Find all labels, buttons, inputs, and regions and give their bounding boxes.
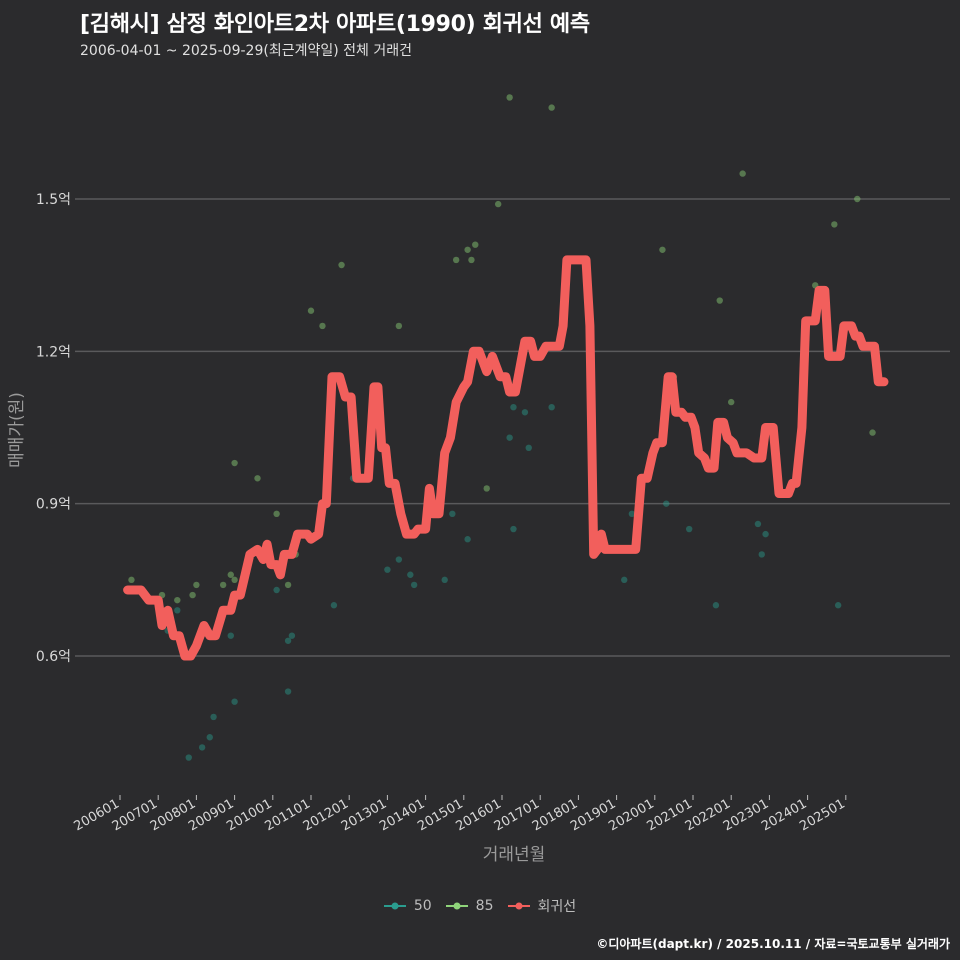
data-point-85 <box>338 261 345 269</box>
y-axis-title: 매매가(원) <box>7 392 27 468</box>
legend-swatch-85 <box>445 902 468 910</box>
data-point-50 <box>441 576 448 584</box>
data-point-85 <box>659 246 666 253</box>
data-point-85 <box>548 104 555 111</box>
data-point-50 <box>834 602 842 609</box>
data-point-85 <box>452 256 460 264</box>
regression-line <box>123 255 889 661</box>
data-point-85 <box>231 459 238 467</box>
data-point-50 <box>663 500 670 507</box>
data-point-50 <box>410 581 418 589</box>
data-point-85 <box>231 576 238 584</box>
data-point-50 <box>510 403 517 411</box>
data-point-50 <box>762 530 769 538</box>
data-point-50 <box>754 520 762 528</box>
data-point-50 <box>521 409 529 416</box>
y-tick-label: 1.5억 <box>36 192 71 208</box>
chart-subtitle: 2006-04-01 ~ 2025-09-29(최근계약일) 전체 거래건 <box>80 43 412 59</box>
data-point-85 <box>854 195 861 203</box>
legend-label-regression: 회귀선 <box>537 899 577 915</box>
data-point-85 <box>174 596 181 604</box>
data-point-50 <box>407 571 414 578</box>
data-point-50 <box>198 744 206 751</box>
data-point-50 <box>330 602 338 609</box>
x-axis-title: 거래년월 <box>483 845 546 865</box>
data-point-85 <box>483 485 490 492</box>
legend-label-85: 85 <box>475 898 494 914</box>
legend-label-50: 50 <box>413 898 432 914</box>
data-point-50 <box>449 510 456 518</box>
data-point-50 <box>712 602 720 609</box>
legend-swatch-regression <box>507 902 530 910</box>
data-point-50 <box>685 525 693 533</box>
data-point-85 <box>506 94 513 101</box>
data-point-50 <box>185 754 192 761</box>
data-point-50 <box>384 566 391 573</box>
data-point-85 <box>254 475 261 482</box>
data-point-85 <box>728 398 735 406</box>
data-point-85 <box>716 297 723 304</box>
data-point-85 <box>284 581 292 589</box>
data-point-85 <box>869 429 876 436</box>
data-point-50 <box>621 576 628 584</box>
legend-item-50: 50 <box>383 896 432 916</box>
data-point-85 <box>472 241 479 248</box>
data-point-85 <box>273 510 280 518</box>
data-point-85 <box>494 200 502 208</box>
data-point-85 <box>189 591 196 599</box>
data-point-50 <box>525 444 532 452</box>
data-point-85 <box>128 576 135 584</box>
legend-item-regression: 회귀선 <box>507 896 577 916</box>
y-tick-label: 1.2억 <box>36 344 71 360</box>
data-point-85 <box>464 246 471 253</box>
data-point-85 <box>219 581 227 589</box>
data-point-50 <box>288 632 296 639</box>
data-point-50 <box>464 536 471 543</box>
data-point-85 <box>468 256 475 264</box>
source-footer: ©디아파트(dapt.kr) / 2025.10.11 / 자료=국토교통부 실… <box>596 937 950 951</box>
data-point-50 <box>284 637 292 644</box>
data-point-85 <box>739 170 746 177</box>
data-point-85 <box>193 581 200 589</box>
data-point-50 <box>227 632 234 639</box>
data-point-50 <box>628 510 636 518</box>
data-point-85 <box>307 307 315 314</box>
data-point-50 <box>174 607 181 614</box>
data-point-50 <box>395 556 403 563</box>
data-point-50 <box>758 551 765 558</box>
legend-item-85: 85 <box>445 896 494 916</box>
data-point-50 <box>273 586 280 594</box>
data-point-50 <box>506 434 513 441</box>
data-point-50 <box>210 713 217 721</box>
data-point-50 <box>231 698 238 705</box>
data-point-85 <box>831 221 838 228</box>
data-point-50 <box>510 525 517 533</box>
legend-swatch-50 <box>383 902 406 910</box>
data-point-85 <box>227 571 234 578</box>
y-tick-label: 0.9억 <box>36 497 71 513</box>
y-tick-label: 0.6억 <box>36 649 71 665</box>
legend: 50 85 회귀선 <box>0 896 960 916</box>
chart-title: [김해시] 삼정 화인아트2차 아파트(1990) 회귀선 예측 <box>80 12 590 37</box>
data-point-50 <box>284 688 292 695</box>
data-point-85 <box>319 322 326 330</box>
data-point-50 <box>206 734 213 741</box>
data-point-85 <box>395 322 403 330</box>
data-point-50 <box>548 403 555 411</box>
